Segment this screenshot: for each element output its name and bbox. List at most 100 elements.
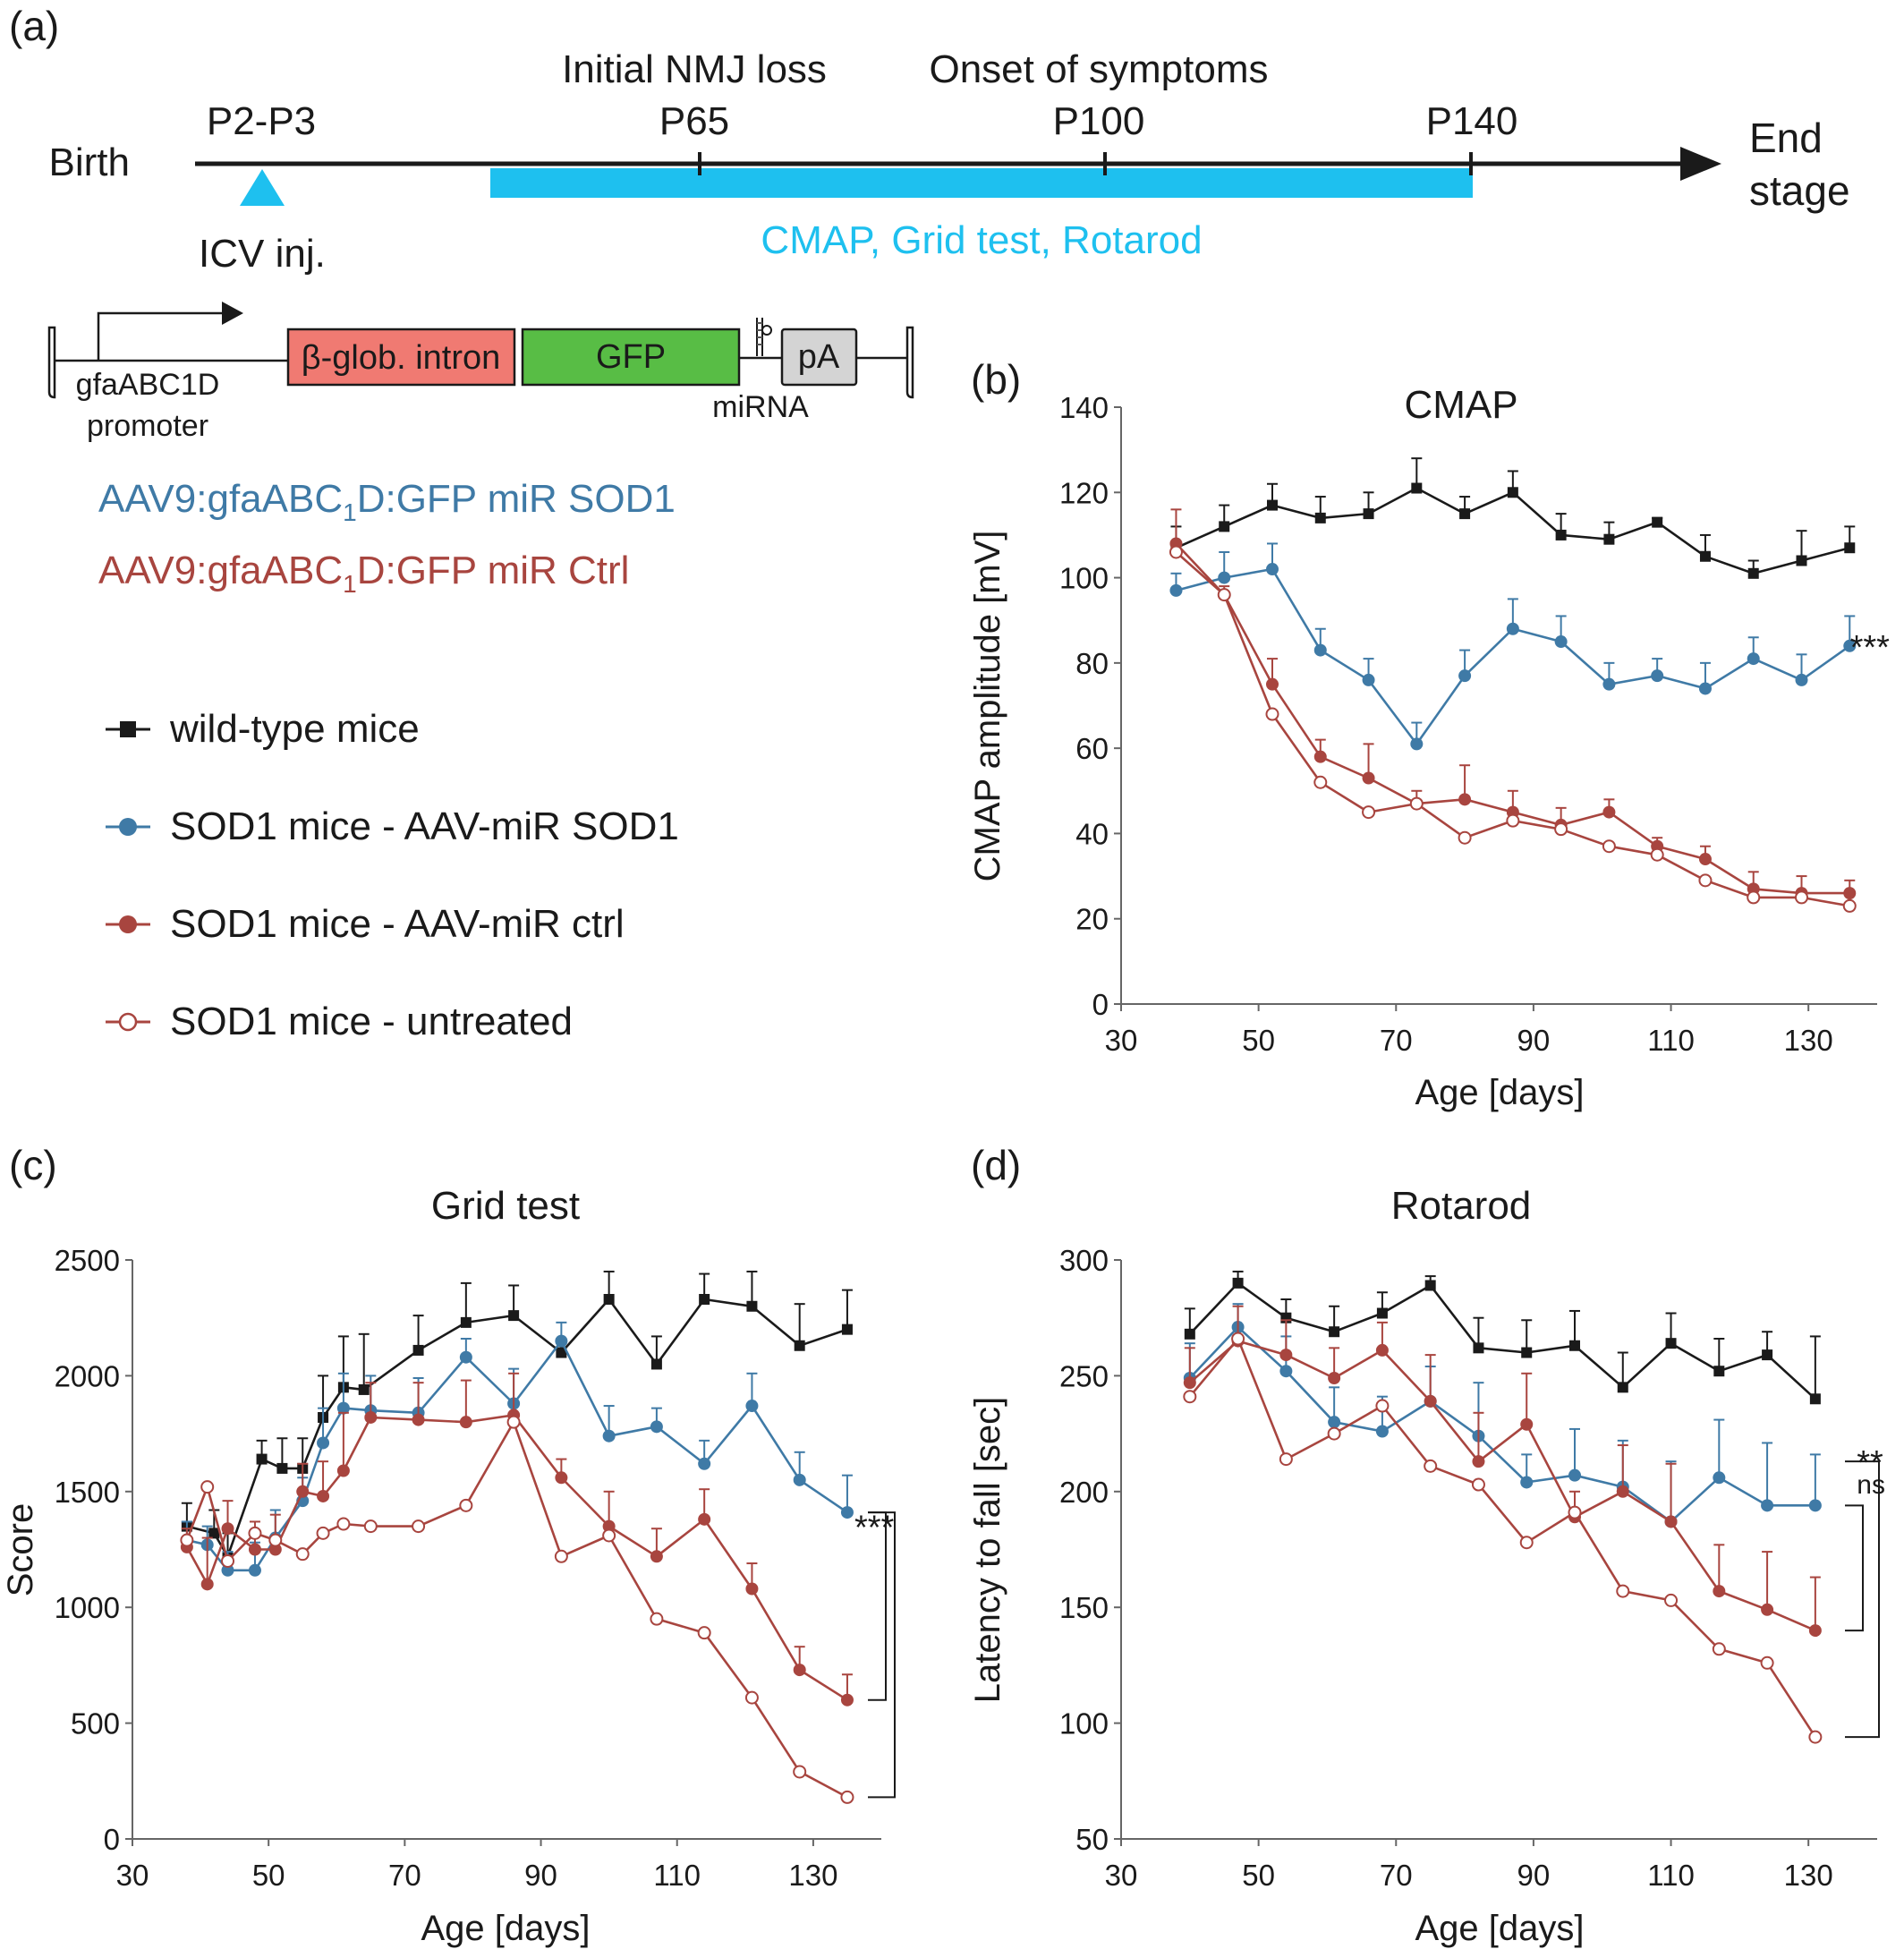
open-circle-marker-icon bbox=[118, 1012, 138, 1032]
data-point bbox=[1521, 1347, 1533, 1358]
data-point bbox=[1471, 1477, 1485, 1492]
y-tick-label: 50 bbox=[1075, 1823, 1109, 1856]
construct-diagram: gfaABC1D promoter β-glob. intron GFP miR… bbox=[47, 302, 914, 443]
y-tick-label: 1000 bbox=[55, 1591, 120, 1624]
data-point bbox=[1313, 775, 1328, 789]
data-point bbox=[1267, 499, 1278, 511]
y-tick-label: 80 bbox=[1075, 647, 1109, 680]
data-point bbox=[1519, 1536, 1534, 1550]
data-point bbox=[412, 1344, 424, 1356]
data-point bbox=[276, 1462, 288, 1474]
data-point bbox=[1231, 1332, 1245, 1346]
data-point bbox=[200, 1578, 214, 1591]
data-point bbox=[1217, 588, 1231, 602]
intron-box bbox=[286, 328, 516, 387]
data-point bbox=[248, 1563, 261, 1577]
series-sod1-mice-aav-mir-sod1 bbox=[1183, 1303, 1822, 1528]
data-point bbox=[1410, 737, 1424, 751]
y-tick-label: 150 bbox=[1059, 1591, 1109, 1624]
legend-label-mir-ctrl: SOD1 mice - AAV-miR ctrl bbox=[170, 902, 625, 946]
promoter-arrowhead-icon bbox=[222, 302, 243, 325]
rotarod-title: Rotarod bbox=[1391, 1184, 1532, 1228]
data-point bbox=[650, 1550, 663, 1563]
data-point bbox=[698, 1457, 711, 1470]
data-point bbox=[1808, 1730, 1823, 1744]
x-tick-label: 70 bbox=[1380, 1024, 1413, 1057]
data-point bbox=[1375, 1425, 1389, 1438]
data-point bbox=[180, 1533, 194, 1547]
promoter-label-line1: gfaABC1D bbox=[76, 368, 220, 402]
injection-triangle-icon bbox=[240, 169, 285, 206]
data-point bbox=[1652, 516, 1663, 528]
promoter-arrow-icon bbox=[97, 311, 228, 361]
data-point bbox=[1712, 1642, 1726, 1656]
data-point bbox=[508, 1310, 520, 1322]
filled-circle-marker-icon bbox=[119, 818, 137, 836]
data-point bbox=[746, 1300, 758, 1312]
data-point bbox=[745, 1582, 759, 1596]
data-point bbox=[1219, 521, 1230, 532]
data-point bbox=[358, 1383, 370, 1395]
data-point bbox=[412, 1519, 426, 1534]
data-point bbox=[1796, 555, 1807, 566]
data-point bbox=[1808, 1499, 1822, 1512]
data-point bbox=[1327, 1426, 1341, 1441]
y-tick-label: 100 bbox=[1059, 1707, 1109, 1740]
data-point bbox=[1568, 1468, 1581, 1482]
y-axis-label: Score bbox=[1, 1503, 40, 1597]
y-tick-label: 40 bbox=[1075, 817, 1109, 850]
intron-label: β-glob. intron bbox=[302, 339, 501, 377]
x-tick-label: 30 bbox=[1105, 1859, 1138, 1892]
significance-annotation: ** bbox=[1857, 1444, 1883, 1482]
significance-bracket bbox=[1845, 1460, 1880, 1739]
data-point bbox=[1795, 890, 1808, 905]
data-point bbox=[744, 1690, 759, 1705]
series-sod1-mice-aav-mir-ctrl bbox=[180, 1372, 854, 1706]
x-axis-label: Age [days] bbox=[421, 1909, 590, 1948]
data-point bbox=[793, 1765, 807, 1779]
data-point bbox=[1713, 1366, 1725, 1377]
data-point bbox=[1424, 1459, 1438, 1473]
data-point bbox=[554, 1549, 568, 1563]
data-point bbox=[840, 1506, 854, 1519]
legend-item-mir-ctrl: SOD1 mice - AAV-miR ctrl bbox=[106, 902, 625, 946]
gfp-box bbox=[521, 328, 741, 387]
data-point bbox=[1617, 1382, 1628, 1393]
data-point bbox=[1232, 1277, 1244, 1289]
data-point bbox=[1184, 1328, 1195, 1340]
data-point bbox=[460, 1316, 472, 1328]
data-point bbox=[1665, 1338, 1677, 1349]
legend-label-untreated: SOD1 mice - untreated bbox=[170, 1000, 573, 1043]
x-tick-label: 30 bbox=[116, 1859, 149, 1892]
legend-item-untreated: SOD1 mice - untreated bbox=[106, 1000, 573, 1043]
series-sod1-mice-aav-mir-ctrl bbox=[1183, 1305, 1822, 1638]
data-point bbox=[1218, 571, 1231, 584]
data-point bbox=[1761, 1603, 1774, 1616]
vector-name-sod1: AAV9:gfaABC1D:GFP miR SOD1 bbox=[98, 477, 676, 526]
data-point bbox=[1328, 1371, 1341, 1384]
panel-label-a: (a) bbox=[9, 3, 59, 49]
data-point bbox=[1698, 853, 1712, 866]
data-point bbox=[1809, 1393, 1821, 1405]
data-point bbox=[336, 1401, 350, 1415]
y-axis-label: CMAP amplitude [mV] bbox=[968, 531, 1007, 882]
y-tick-label: 120 bbox=[1059, 476, 1109, 509]
data-point bbox=[555, 1334, 568, 1348]
data-point bbox=[602, 1429, 616, 1443]
data-point bbox=[1458, 793, 1472, 806]
y-tick-label: 300 bbox=[1059, 1244, 1109, 1277]
series-line bbox=[1188, 1281, 1816, 1400]
data-point bbox=[1279, 1452, 1293, 1467]
y-tick-label: 250 bbox=[1059, 1359, 1109, 1392]
timeline-birth-label: Birth bbox=[49, 140, 130, 184]
tests-label: CMAP, Grid test, Rotarod bbox=[761, 218, 1202, 262]
series-sod1-mice-untreated bbox=[1183, 1332, 1823, 1744]
data-point bbox=[221, 1522, 234, 1536]
data-point bbox=[1843, 639, 1857, 652]
data-point bbox=[1761, 1499, 1774, 1512]
grid-test-chart: (c) Grid test 0 500 1000 1500 2000 2500 30 50 70 90… bbox=[1, 1142, 896, 1948]
data-point bbox=[1747, 890, 1761, 905]
data-point bbox=[698, 1512, 711, 1526]
x-axis-label: Age [days] bbox=[1415, 1073, 1584, 1112]
